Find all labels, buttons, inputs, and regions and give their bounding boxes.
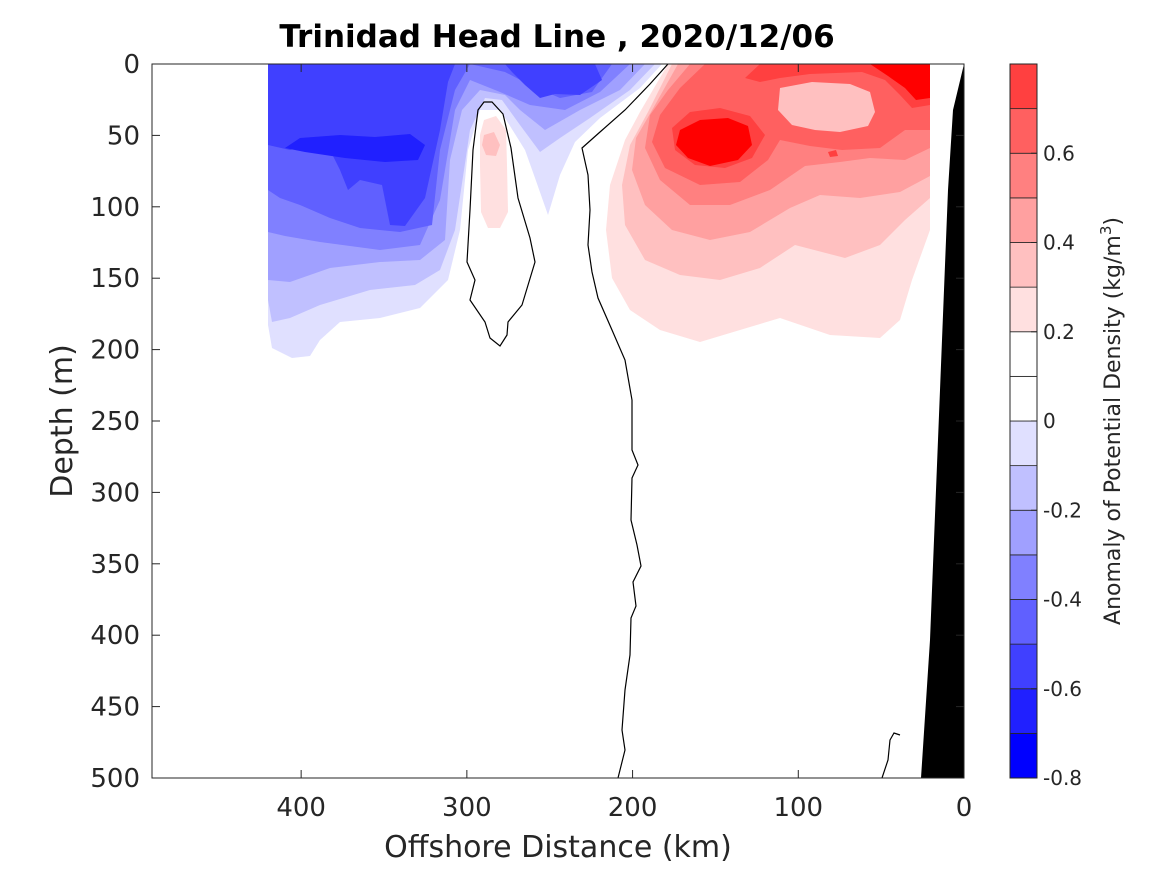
anomaly-region-neg-0.7	[285, 134, 425, 162]
colorbar-swatch	[1009, 643, 1038, 690]
colorbar-tick-label: -0.2	[1043, 498, 1082, 522]
colorbar-swatch	[1009, 465, 1038, 511]
y-tick-label: 500	[90, 764, 140, 794]
y-tick-label: 0	[123, 50, 140, 80]
anomaly-region-pos-0.3-inner	[778, 82, 875, 132]
colorbar-swatch	[1009, 554, 1038, 600]
zero-contour-fragment	[881, 732, 901, 778]
x-tick-label: 200	[608, 793, 658, 823]
colorbar-tick-label: -0.6	[1043, 677, 1082, 701]
colorbar-swatch	[1009, 375, 1038, 422]
colorbar-tick-label: 0.6	[1043, 141, 1075, 165]
x-tick-label: 0	[956, 793, 973, 823]
colorbar-swatch	[1009, 599, 1038, 645]
anomaly-region-pos-0.7	[676, 64, 930, 166]
colorbar-tick-label: -0.8	[1043, 766, 1082, 790]
anomaly-region-pos-0.2-patch	[482, 132, 500, 156]
colorbar-swatch	[1009, 509, 1038, 556]
zero-contour-main	[581, 64, 669, 778]
y-tick-label: 50	[107, 121, 140, 151]
y-tick-label: 450	[90, 693, 140, 723]
colorbar-swatch	[1009, 242, 1038, 288]
colorbar-swatch	[1009, 286, 1038, 333]
colorbar-tick-label: 0	[1043, 409, 1056, 433]
y-tick-label: 300	[90, 478, 140, 508]
y-tick-label: 350	[90, 550, 140, 580]
x-tick-label: 100	[773, 793, 823, 823]
chart-title: Trinidad Head Line , 2020/12/06	[279, 19, 834, 55]
colorbar-label: Anomaly of Potential Density (kg/m3)	[1097, 217, 1126, 625]
anomaly-region-neg-0.6	[268, 64, 602, 226]
colorbar-swatch	[1009, 197, 1038, 243]
contour-field	[268, 64, 964, 778]
y-axis: 0 50 100 150 200 250 300 350 400 450 500	[90, 50, 964, 794]
anomaly-region-pos-0.5-speck	[828, 150, 838, 157]
colorbar-axis: 0.6 0.4 0.2 0 -0.2 -0.4 -0.6 -0.8	[1031, 141, 1082, 790]
y-tick-label: 100	[90, 193, 140, 223]
x-tick-label: 400	[276, 793, 326, 823]
colorbar-swatch	[1009, 688, 1038, 734]
colorbar-tick-label: -0.4	[1043, 588, 1082, 612]
colorbar-swatch	[1009, 732, 1038, 779]
colorbar-swatch	[1009, 152, 1038, 199]
y-tick-label: 200	[90, 336, 140, 366]
bathymetry-slope	[921, 64, 964, 778]
x-axis-label: Offshore Distance (km)	[384, 830, 732, 865]
zero-contour-tongue	[466, 101, 536, 347]
colorbar-swatch	[1009, 108, 1038, 154]
y-tick-label: 250	[90, 407, 140, 437]
y-tick-label: 150	[90, 264, 140, 294]
colorbar-tick-label: 0.2	[1043, 320, 1075, 344]
x-axis: 400 300 200 100 0	[276, 64, 972, 823]
y-axis-label: Depth (m)	[45, 344, 80, 498]
colorbar-swatch	[1009, 63, 1038, 110]
colorbar-swatch	[1009, 331, 1038, 377]
y-tick-label: 400	[90, 621, 140, 651]
colorbar-tick-label: 0.4	[1043, 231, 1075, 255]
colorbar-swatch	[1009, 420, 1038, 467]
x-tick-label: 300	[442, 793, 492, 823]
